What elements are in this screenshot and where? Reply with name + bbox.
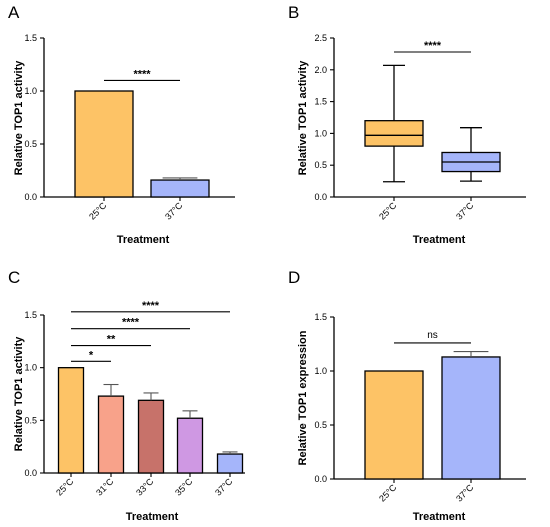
significance-label: **** [133,68,151,80]
bar-1 [150,179,210,198]
y-tick-label: 0.5 [24,415,37,425]
x-tick-label: 33°C [134,476,156,498]
significance-label: ** [107,334,116,346]
x-axis-label: Treatment [413,234,466,246]
y-tick-label: 1.5 [24,33,37,43]
significance-label: **** [424,40,442,52]
y-tick-label: 0.5 [314,420,327,430]
y-tick-label: 0.0 [24,192,37,202]
significance-label: **** [142,300,160,312]
y-axis-label: Relative TOP1 activity [297,60,309,176]
bar-0 [57,367,85,474]
x-tick-label: 31°C [94,476,116,498]
panel-letter: B [288,3,299,22]
x-axis-label: Treatment [117,234,170,246]
x-axis-label: Treatment [126,511,179,523]
x-tick-label: 25°C [87,200,109,222]
panel-d: D 0.0 0.5 1.0 1.5 Relative TOP1 expression Tre… [288,268,526,523]
x-tick-label: 37°C [213,476,235,498]
y-axis-label: Relative TOP1 activity [13,336,25,452]
bar-1 [97,395,125,474]
panel-letter: A [8,3,20,22]
significance-label: **** [122,317,140,329]
y-tick-label: 1.0 [24,86,37,96]
y-tick-label: 0.0 [314,474,327,484]
panel-a: A 0.0 0.5 1.0 1.5 Relative TOP1 activity Treat… [8,3,235,246]
y-tick-label: 0.0 [314,192,327,202]
panel-letter: D [288,268,300,287]
y-tick-label: 0.5 [314,160,327,170]
x-axis-label: Treatment [413,511,466,523]
bar-4 [216,453,244,474]
y-axis-label: Relative TOP1 expression [297,330,309,465]
y-axis-label: Relative TOP1 activity [13,60,25,176]
panel-b: B 0.0 0.5 1.0 1.5 2.0 2.5 Relative TOP1 activit… [288,3,526,246]
bar-0 [74,90,134,198]
x-tick-label: 25°C [377,200,399,222]
x-tick-label: 37°C [454,200,476,222]
y-tick-label: 1.5 [314,312,327,322]
x-tick-label: 37°C [454,482,476,504]
y-tick-label: 1.0 [314,366,327,376]
bar-1 [441,356,501,480]
y-tick-label: 1.5 [24,310,37,320]
y-tick-label: 2.5 [314,33,327,43]
panel-c: C 0.0 0.5 1.0 1.5 Relative TOP1 activity Treat… [8,268,245,523]
bar-2 [137,399,165,474]
significance-label: * [89,349,94,361]
y-tick-label: 0.0 [24,468,37,478]
bar-3 [176,417,204,474]
y-tick-label: 1.5 [314,97,327,107]
box-0 [364,120,424,147]
x-tick-label: 35°C [173,476,195,498]
x-tick-label: 25°C [377,482,399,504]
y-tick-label: 2.0 [314,65,327,75]
x-tick-label: 37°C [163,200,185,222]
y-tick-label: 0.5 [24,139,37,149]
y-tick-label: 1.0 [24,363,37,373]
significance-label: ns [427,330,438,341]
bar-0 [364,370,424,480]
x-tick-label: 25°C [54,476,76,498]
y-tick-label: 1.0 [314,128,327,138]
panel-letter: C [8,268,20,287]
